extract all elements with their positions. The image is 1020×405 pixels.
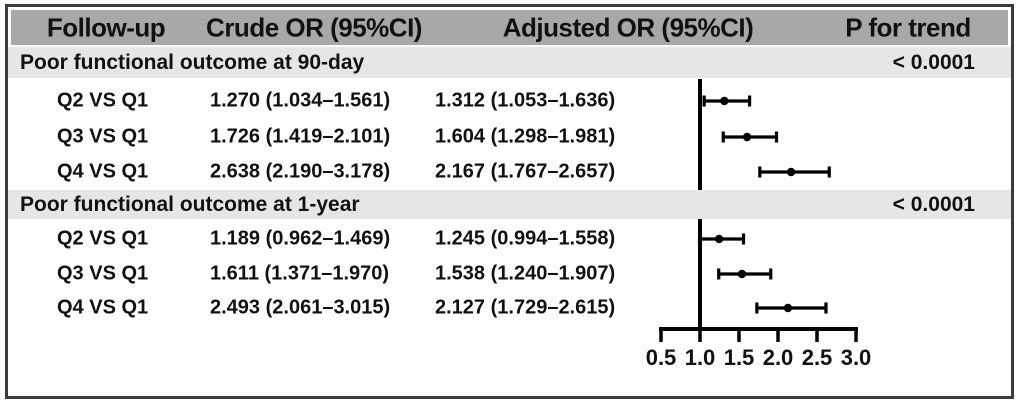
table-row: Q3 VS Q1 1.726 (1.419–2.101) 1.604 (1.29… bbox=[8, 123, 1011, 151]
section-header-90-day: Poor functional outcome at 90-day < 0.00… bbox=[8, 47, 1011, 78]
comparison-cell: Q4 VS Q1 bbox=[57, 160, 149, 183]
column-header-follow-up: Follow-up bbox=[46, 12, 166, 42]
table-row: Q3 VS Q1 1.611 (1.371–1.970) 1.538 (1.24… bbox=[8, 260, 1011, 288]
crude-or-cell: 2.493 (2.061–3.015) bbox=[210, 296, 391, 319]
section-title: Poor functional outcome at 90-day bbox=[20, 50, 365, 74]
comparison-cell: Q3 VS Q1 bbox=[57, 262, 149, 285]
crude-or-cell: 1.189 (0.962–1.469) bbox=[210, 227, 391, 250]
figure-border bbox=[5, 4, 1014, 399]
crude-or-cell: 1.270 (1.034–1.561) bbox=[210, 89, 391, 112]
adjusted-or-cell: 1.245 (0.994–1.558) bbox=[435, 227, 616, 250]
crude-or-cell: 1.611 (1.371–1.970) bbox=[210, 262, 390, 285]
adjusted-or-cell: 1.604 (1.298–1.981) bbox=[435, 125, 616, 148]
comparison-cell: Q4 VS Q1 bbox=[57, 296, 149, 319]
table-row: Q2 VS Q1 1.270 (1.034–1.561) 1.312 (1.05… bbox=[8, 87, 1011, 115]
table-row: Q4 VS Q1 2.638 (2.190–3.178) 2.167 (1.76… bbox=[8, 158, 1011, 186]
comparison-cell: Q2 VS Q1 bbox=[57, 227, 149, 250]
adjusted-or-cell: 2.167 (1.767–2.657) bbox=[435, 160, 616, 183]
column-header-p-for-trend: P for trend bbox=[845, 12, 971, 42]
table-row: Q2 VS Q1 1.189 (0.962–1.469) 1.245 (0.99… bbox=[8, 225, 1011, 253]
crude-or-cell: 1.726 (1.419–2.101) bbox=[210, 125, 391, 148]
crude-or-cell: 2.638 (2.190–3.178) bbox=[210, 160, 391, 183]
column-header-adjusted-or: Adjusted OR (95%CI) bbox=[502, 12, 754, 42]
p-for-trend-value: < 0.0001 bbox=[892, 50, 975, 74]
comparison-cell: Q3 VS Q1 bbox=[57, 125, 149, 148]
comparison-cell: Q2 VS Q1 bbox=[57, 89, 149, 112]
adjusted-or-cell: 1.538 (1.240–1.907) bbox=[435, 262, 616, 285]
section-header-1-year: Poor functional outcome at 1-year < 0.00… bbox=[8, 190, 1011, 219]
adjusted-or-cell: 2.127 (1.729–2.615) bbox=[435, 296, 616, 319]
column-header-crude-or: Crude OR (95%CI) bbox=[206, 12, 422, 42]
section-title: Poor functional outcome at 1-year bbox=[20, 192, 360, 216]
table-header-row: Follow-up Crude OR (95%CI) Adjusted OR (… bbox=[11, 10, 1008, 45]
table-row: Q4 VS Q1 2.493 (2.061–3.015) 2.127 (1.72… bbox=[8, 294, 1011, 322]
p-for-trend-value: < 0.0001 bbox=[892, 192, 975, 216]
adjusted-or-cell: 1.312 (1.053–1.636) bbox=[435, 89, 616, 112]
